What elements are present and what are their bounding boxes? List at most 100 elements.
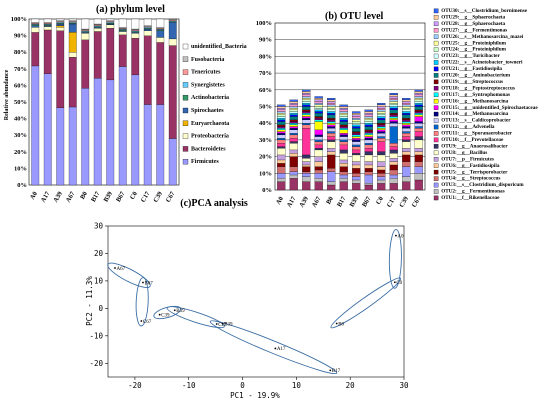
- bar-segment: [277, 178, 286, 182]
- bar-segment: [339, 111, 348, 114]
- bar-segment: [277, 111, 286, 114]
- bar-segment: [414, 128, 423, 132]
- bar-segment: [106, 20, 115, 22]
- bar-segment: [314, 144, 323, 149]
- bar-segment: [327, 119, 336, 122]
- legend-label: OTU19:__g__Streptococcus: [441, 79, 503, 85]
- bar-segment: [168, 18, 177, 20]
- y-tick-label: 80%: [14, 49, 27, 56]
- legend-swatch: [433, 182, 439, 188]
- bar-segment: [327, 103, 336, 105]
- axis-ticks: -20 -10 0 10 20 30 -20 -10 0 10 20 30: [89, 222, 409, 391]
- bar-segment: [389, 96, 398, 99]
- y-tick-label: 70%: [259, 70, 272, 77]
- bar-segment: [302, 124, 311, 129]
- legend-label: OTU27:__g__Fermentimonas: [441, 27, 507, 33]
- bar-segment: [327, 124, 336, 127]
- plot-frame: [107, 225, 405, 378]
- bar-segment: [389, 149, 398, 154]
- bar-segment: [314, 139, 323, 142]
- bar-segment: [339, 136, 348, 141]
- y-tick-label: 20: [94, 249, 104, 258]
- legend-swatch: [433, 15, 439, 20]
- legend-label: OTU24:__g__Proteiniphilum: [441, 47, 506, 53]
- bars: [277, 89, 423, 191]
- legend-label: OTU28:__g__Sphaerochaeta: [441, 21, 505, 27]
- bar-segment: [402, 108, 411, 110]
- bar-segment: [364, 143, 373, 146]
- legend-label: OTU14:__g__Methanosarcina: [441, 111, 508, 117]
- bar-segment: [43, 25, 52, 27]
- bar-segment: [402, 123, 411, 125]
- bar-segment: [156, 37, 165, 43]
- bar-segment: [339, 171, 348, 176]
- legend-swatch: [182, 107, 189, 114]
- y-tick-label: 40%: [14, 116, 27, 123]
- x-tick-label: B17: [90, 190, 102, 204]
- bar-segment: [339, 159, 348, 164]
- bar-segment: [327, 106, 336, 109]
- bar-segment: [377, 141, 386, 152]
- bar-segment: [339, 114, 348, 117]
- bar-segment: [402, 161, 411, 167]
- bar-segment: [43, 23, 52, 26]
- bar-segment: [377, 173, 386, 177]
- plot-frame: [28, 18, 180, 186]
- bar-segment: [389, 119, 398, 122]
- cluster-ellipse: [153, 305, 182, 320]
- y-tick-label: 0%: [262, 187, 272, 194]
- bar-segment: [168, 138, 177, 186]
- bar-segment: [106, 79, 115, 186]
- x-tick-label: A39: [52, 190, 64, 204]
- y-tick-label: 80%: [259, 53, 272, 60]
- bar-segment: [314, 108, 323, 110]
- bar-segment: [339, 133, 348, 136]
- bar-segment: [377, 124, 386, 127]
- bar-segment: [339, 118, 348, 120]
- bar-segment: [277, 119, 286, 122]
- y-axis-label: PC2 - 11.3%: [85, 276, 94, 326]
- legend-swatch: [182, 43, 189, 50]
- bar-segment: [364, 111, 373, 114]
- bar-segment: [414, 109, 423, 112]
- bar-segment: [131, 30, 140, 32]
- bar-segment: [302, 161, 311, 166]
- bar-segment: [414, 166, 423, 174]
- bar-segment: [377, 113, 386, 115]
- bar-segment: [402, 106, 411, 109]
- bar-segment: [352, 139, 361, 142]
- x-tick-label: -10: [182, 381, 196, 390]
- bar-segment: [81, 18, 90, 30]
- bar-segment: [414, 104, 423, 107]
- point-label: C67: [143, 320, 152, 325]
- legend-label: Synergistetes: [191, 82, 225, 88]
- bar-segment: [402, 99, 411, 102]
- bar-segment: [314, 181, 323, 191]
- legend-swatch: [433, 47, 439, 52]
- bar-segment: [414, 173, 423, 181]
- y-tick-label: 90%: [259, 37, 272, 44]
- data-point: [158, 313, 161, 316]
- bar-segment: [289, 103, 298, 105]
- legend-label: Firmicutes: [191, 159, 219, 165]
- bar-segment: [277, 138, 286, 141]
- bar-segment: [314, 141, 323, 146]
- bar-segment: [277, 148, 286, 156]
- x-tick-label: 10: [292, 381, 302, 390]
- x-tick-label: A67: [65, 190, 77, 204]
- point-label: C0: [396, 281, 402, 286]
- y-tick-label: 10%: [259, 170, 272, 177]
- bar-segment: [277, 108, 286, 110]
- bar-segment: [389, 94, 398, 97]
- bar-segment: [143, 30, 152, 36]
- bar-segment: [93, 31, 102, 79]
- bar-segment: [277, 143, 286, 147]
- bar-segment: [339, 174, 348, 179]
- bar-segment: [389, 93, 398, 95]
- bar-segment: [118, 28, 127, 30]
- bar-segment: [277, 166, 286, 174]
- bar-segment: [377, 169, 386, 174]
- legend-label: OTU3:__s__Clostridium_disporicum: [441, 182, 524, 188]
- bar-segment: [314, 173, 323, 179]
